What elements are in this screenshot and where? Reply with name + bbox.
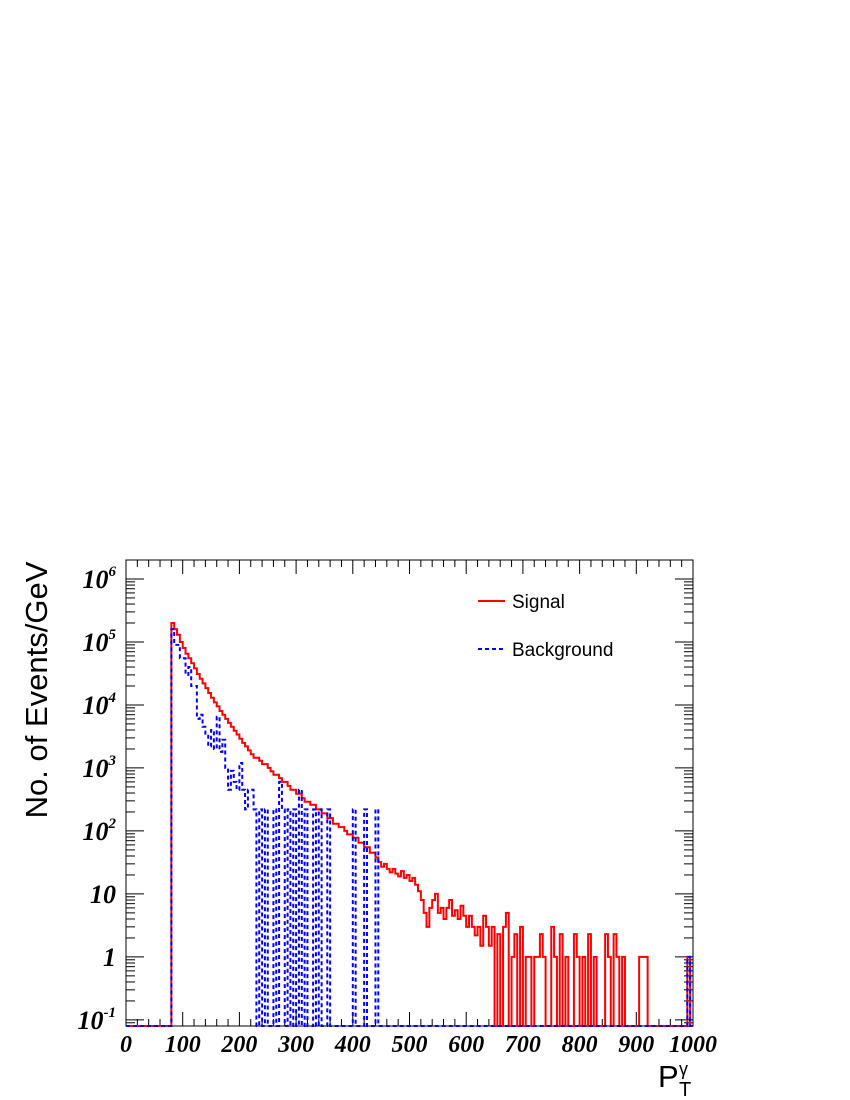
x-tick-label: 100: [165, 1032, 201, 1058]
x-tick-label: 200: [220, 1032, 257, 1058]
series-signal-line: [126, 621, 693, 1027]
y-axis-title: No. of Events/GeV: [19, 561, 54, 818]
x-tick-label: 0: [120, 1032, 132, 1058]
y-tick-label: 102: [83, 816, 117, 846]
axis-ticks: [125, 559, 694, 1027]
series-background-line: [126, 628, 693, 1027]
x-tick-label: 800: [562, 1032, 598, 1058]
legend-signal-label: Signal: [512, 592, 565, 613]
y-tick-labels: 10-1 1 10 102 103 104 105 106: [78, 564, 117, 1035]
y-tick-label: 10: [90, 880, 116, 909]
x-axis-title: P γ T: [658, 1059, 691, 1100]
x-tick-label: 500: [392, 1032, 428, 1058]
y-tick-label: 1: [103, 943, 116, 972]
y-tick-label: 103: [83, 753, 117, 783]
y-tick-label: 105: [83, 627, 117, 657]
x-tick-label: 1000: [669, 1032, 717, 1058]
x-tick-label: 600: [448, 1032, 484, 1058]
y-tick-label: 106: [83, 564, 117, 594]
x-tick-labels: 0 100 200 300 400 500 600 700 800 900 1000: [120, 1032, 717, 1058]
x-tick-label: 400: [334, 1032, 371, 1058]
legend-background-label: Background: [512, 640, 613, 661]
x-axis-title-sub: T: [679, 1079, 691, 1100]
legend: Signal Background: [478, 592, 613, 661]
y-tick-label: 10-1: [78, 1005, 117, 1035]
series-layer: [126, 621, 693, 1027]
x-tick-label: 300: [277, 1032, 314, 1058]
x-axis-title-main: P: [658, 1059, 679, 1094]
y-tick-label: 104: [83, 690, 117, 720]
x-tick-label: 700: [505, 1032, 541, 1058]
x-tick-label: 900: [618, 1032, 654, 1058]
x-axis-title-sup: γ: [679, 1059, 688, 1079]
